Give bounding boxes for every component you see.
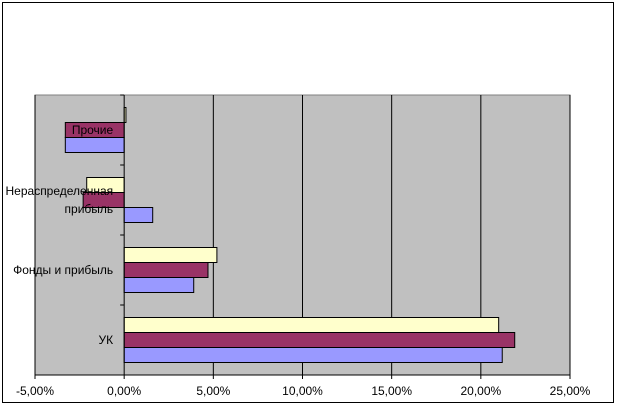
bar-chart: -5,00% 0,00% 5,00% 10,00% 15,00% 20,00% 25,00%… — [6, 94, 591, 398]
category-label-3: Нераспределенная прибыль — [6, 184, 114, 216]
axes — [34, 94, 571, 379]
x-tick-label-5: 20,00% — [460, 384, 501, 398]
bar-series3-cat1 — [123, 317, 500, 333]
x-tick-label-4: 15,00% — [371, 384, 412, 398]
bar-series2-cat2 — [123, 262, 209, 278]
bar-series1-cat2 — [123, 277, 195, 293]
bar-series1-cat1 — [123, 347, 503, 363]
bar-series2-cat1 — [123, 332, 516, 348]
x-tick-label-6: 25,00% — [550, 384, 591, 398]
x-tick-label-1: 0,00% — [107, 384, 141, 398]
x-tick-label-2: 5,00% — [196, 384, 230, 398]
bar-series1-cat4 — [64, 137, 125, 153]
category-labels: УК Фонды и прибыль Нераспределенная прибыль… — [6, 123, 114, 347]
bars — [64, 107, 516, 363]
category-label-2: Фонды и прибыль — [13, 263, 113, 277]
x-tick-label-3: 10,00% — [282, 384, 323, 398]
category-label-1: УК — [99, 333, 114, 347]
x-tick-label-0: -5,00% — [16, 384, 54, 398]
category-label-4: Прочие — [72, 123, 114, 137]
chart-area: -5,00% 0,00% 5,00% 10,00% 15,00% 20,00% 25,00%… — [2, 2, 614, 403]
bar-series1-cat3 — [123, 207, 154, 223]
bar-series3-cat2 — [123, 247, 218, 263]
x-tick-labels: -5,00% 0,00% 5,00% 10,00% 15,00% 20,00% 25,00% — [16, 384, 591, 398]
